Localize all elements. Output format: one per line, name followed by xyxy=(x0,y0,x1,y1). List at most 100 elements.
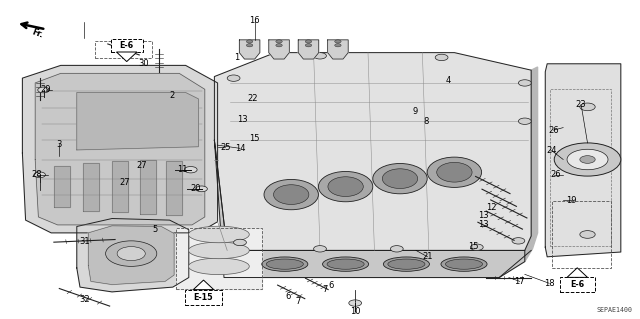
Circle shape xyxy=(117,247,145,261)
Circle shape xyxy=(335,40,341,43)
Circle shape xyxy=(246,40,253,43)
Text: 26: 26 xyxy=(548,126,559,135)
Text: 7: 7 xyxy=(323,285,328,294)
Text: 14: 14 xyxy=(235,144,245,153)
Polygon shape xyxy=(166,161,182,215)
Ellipse shape xyxy=(436,162,472,182)
Polygon shape xyxy=(567,268,588,277)
Text: 32: 32 xyxy=(79,295,90,304)
Bar xyxy=(550,89,611,246)
Text: 9: 9 xyxy=(412,107,417,115)
Text: 27: 27 xyxy=(137,161,147,170)
Circle shape xyxy=(227,75,240,81)
Circle shape xyxy=(512,238,525,244)
Ellipse shape xyxy=(372,163,428,194)
Text: E-6: E-6 xyxy=(570,280,584,289)
Ellipse shape xyxy=(189,242,250,259)
Text: E-15: E-15 xyxy=(194,293,213,302)
Polygon shape xyxy=(116,52,137,62)
Text: 20: 20 xyxy=(190,184,200,193)
Ellipse shape xyxy=(266,259,303,269)
Circle shape xyxy=(184,167,197,173)
Bar xyxy=(176,228,262,289)
Text: 3: 3 xyxy=(56,140,61,149)
Polygon shape xyxy=(545,64,621,257)
Text: 19: 19 xyxy=(566,196,577,205)
Circle shape xyxy=(470,244,483,250)
Circle shape xyxy=(305,40,312,43)
Text: 6: 6 xyxy=(285,292,291,300)
Circle shape xyxy=(390,246,403,252)
Text: 13: 13 xyxy=(237,115,247,124)
Polygon shape xyxy=(22,65,218,233)
Text: 13: 13 xyxy=(478,211,488,220)
Bar xyxy=(95,41,152,58)
Text: SEPAE1400: SEPAE1400 xyxy=(596,307,632,313)
Ellipse shape xyxy=(189,226,250,243)
Ellipse shape xyxy=(428,157,481,188)
Bar xyxy=(111,39,143,52)
Text: 26: 26 xyxy=(550,170,561,179)
Text: 2: 2 xyxy=(169,91,174,100)
Text: 23: 23 xyxy=(576,100,586,109)
Circle shape xyxy=(234,239,246,246)
Polygon shape xyxy=(83,163,99,211)
Polygon shape xyxy=(193,280,214,290)
Ellipse shape xyxy=(323,257,369,271)
Text: 16: 16 xyxy=(250,16,260,25)
Circle shape xyxy=(38,87,49,93)
Text: 8: 8 xyxy=(423,117,428,126)
Bar xyxy=(185,290,222,305)
Text: 29: 29 xyxy=(41,85,51,94)
Polygon shape xyxy=(298,40,319,59)
Circle shape xyxy=(34,172,45,178)
Ellipse shape xyxy=(189,258,250,275)
Circle shape xyxy=(518,80,531,86)
Ellipse shape xyxy=(383,257,429,271)
Text: 21: 21 xyxy=(422,252,433,261)
Polygon shape xyxy=(112,161,128,212)
Text: 25: 25 xyxy=(220,143,230,152)
Circle shape xyxy=(580,156,595,163)
Text: 5: 5 xyxy=(152,225,157,234)
Text: 15: 15 xyxy=(250,134,260,143)
Ellipse shape xyxy=(445,259,483,269)
Text: 11: 11 xyxy=(177,165,188,174)
Ellipse shape xyxy=(441,257,487,271)
Polygon shape xyxy=(214,53,531,250)
Text: 24: 24 xyxy=(547,146,557,155)
Polygon shape xyxy=(77,93,198,150)
Polygon shape xyxy=(525,67,538,262)
Text: 17: 17 xyxy=(515,277,525,286)
Polygon shape xyxy=(88,226,174,285)
Text: 7: 7 xyxy=(295,297,300,306)
Polygon shape xyxy=(35,73,205,225)
Circle shape xyxy=(435,54,448,61)
Polygon shape xyxy=(176,228,262,289)
Bar xyxy=(560,277,595,292)
Text: 22: 22 xyxy=(248,94,258,103)
Text: 10: 10 xyxy=(351,308,361,316)
Circle shape xyxy=(518,118,531,124)
Text: 31: 31 xyxy=(79,237,90,246)
Circle shape xyxy=(314,53,326,59)
Text: Fr.: Fr. xyxy=(30,27,44,40)
Text: 28: 28 xyxy=(32,170,42,179)
Text: 12: 12 xyxy=(486,204,497,212)
Ellipse shape xyxy=(273,185,309,204)
Text: 4: 4 xyxy=(445,76,451,85)
Polygon shape xyxy=(269,40,289,59)
Circle shape xyxy=(196,186,207,192)
Text: E-6: E-6 xyxy=(120,41,134,50)
Text: 6: 6 xyxy=(329,281,334,290)
Circle shape xyxy=(349,300,362,306)
Text: 18: 18 xyxy=(544,279,554,288)
Polygon shape xyxy=(214,140,525,278)
Circle shape xyxy=(305,44,312,47)
Circle shape xyxy=(276,44,282,47)
Circle shape xyxy=(276,40,282,43)
Circle shape xyxy=(335,44,341,47)
Bar xyxy=(552,201,611,268)
Circle shape xyxy=(314,246,326,252)
Polygon shape xyxy=(328,40,348,59)
